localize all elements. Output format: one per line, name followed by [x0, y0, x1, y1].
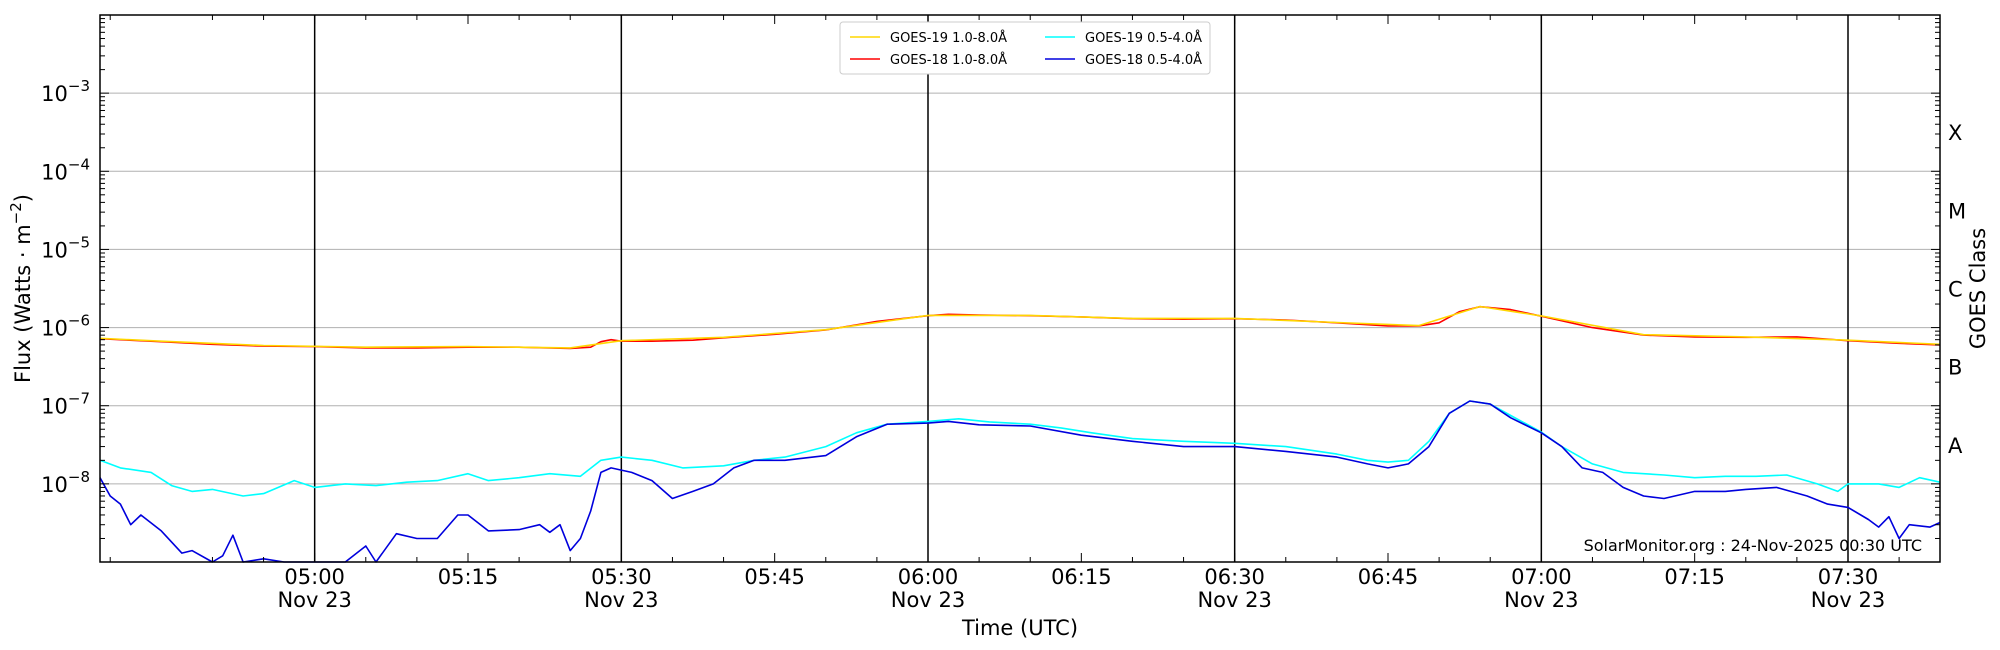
y-tick-labels: 10−3 10−4 10−5 10−6 10−7 10−8 [41, 77, 90, 497]
x-tick-date-label: Nov 23 [1811, 588, 1885, 612]
goes-class-label-b: B [1948, 356, 1962, 380]
x-tick-label: 05:15 [438, 565, 499, 589]
legend-entry-label: GOES-19 0.5-4.0Å [1085, 30, 1202, 46]
x-tick-label: 06:45 [1358, 565, 1419, 589]
x-axis-title: Time (UTC) [961, 616, 1078, 640]
y-tick-label: 10−6 [41, 312, 90, 341]
y-tick-label: 10−3 [41, 77, 90, 106]
x-tick-label: 06:15 [1051, 565, 1112, 589]
x-tick-date-label: Nov 23 [584, 588, 658, 612]
grid-lines [100, 92, 1940, 485]
plot-frame [99, 14, 1941, 563]
x-tick-label: 07:15 [1664, 565, 1725, 589]
goes-class-label-a: A [1948, 434, 1963, 458]
y-tick-label: 10−7 [41, 390, 90, 419]
day-marker-lines [313, 15, 1849, 562]
right-axis-title: GOES Class [1966, 228, 1990, 349]
x-tick-date-label: Nov 23 [1197, 588, 1271, 612]
y-axis-title: Flux (Watts · m−2) [7, 194, 35, 383]
credit-text: SolarMonitor.org : 24-Nov-2025 00:30 UTC [1584, 536, 1922, 555]
legend-entry-label: GOES-18 0.5-4.0Å [1085, 52, 1202, 68]
axis-ticks [100, 15, 1940, 563]
goes-class-label-x: X [1948, 121, 1962, 145]
goes-class-label-c: C [1948, 278, 1963, 302]
y-tick-label: 10−4 [41, 155, 90, 184]
x-tick-label: 05:30 [591, 565, 652, 589]
x-tick-label: 06:30 [1204, 565, 1265, 589]
x-tick-date-label: Nov 23 [1504, 588, 1578, 612]
x-tick-date-label: Nov 23 [891, 588, 965, 612]
series-goes-19-1-0-8-0 [99, 305, 1941, 349]
legend-box [839, 21, 1211, 75]
x-tick-date-label: Nov 23 [277, 588, 351, 612]
x-tick-label: 07:30 [1818, 565, 1879, 589]
goes-class-label-m: M [1948, 199, 1966, 223]
legend-entry-label: GOES-18 1.0-8.0Å [890, 52, 1007, 68]
y-tick-label: 10−5 [41, 233, 90, 262]
goes-class-labels: X M C B A [1948, 121, 1966, 458]
y-tick-label: 10−8 [41, 468, 90, 497]
x-tick-label: 05:45 [744, 565, 805, 589]
x-tick-label: 07:00 [1511, 565, 1572, 589]
legend: GOES-19 1.0-8.0Å GOES-19 0.5-4.0Å GOES-18 … [839, 21, 1211, 75]
series-goes-19-0-5-4-0 [99, 400, 1941, 497]
x-tick-label: 05:00 [284, 565, 345, 589]
x-tick-label: 06:00 [898, 565, 959, 589]
legend-entry-label: GOES-19 1.0-8.0Å [890, 30, 1007, 46]
